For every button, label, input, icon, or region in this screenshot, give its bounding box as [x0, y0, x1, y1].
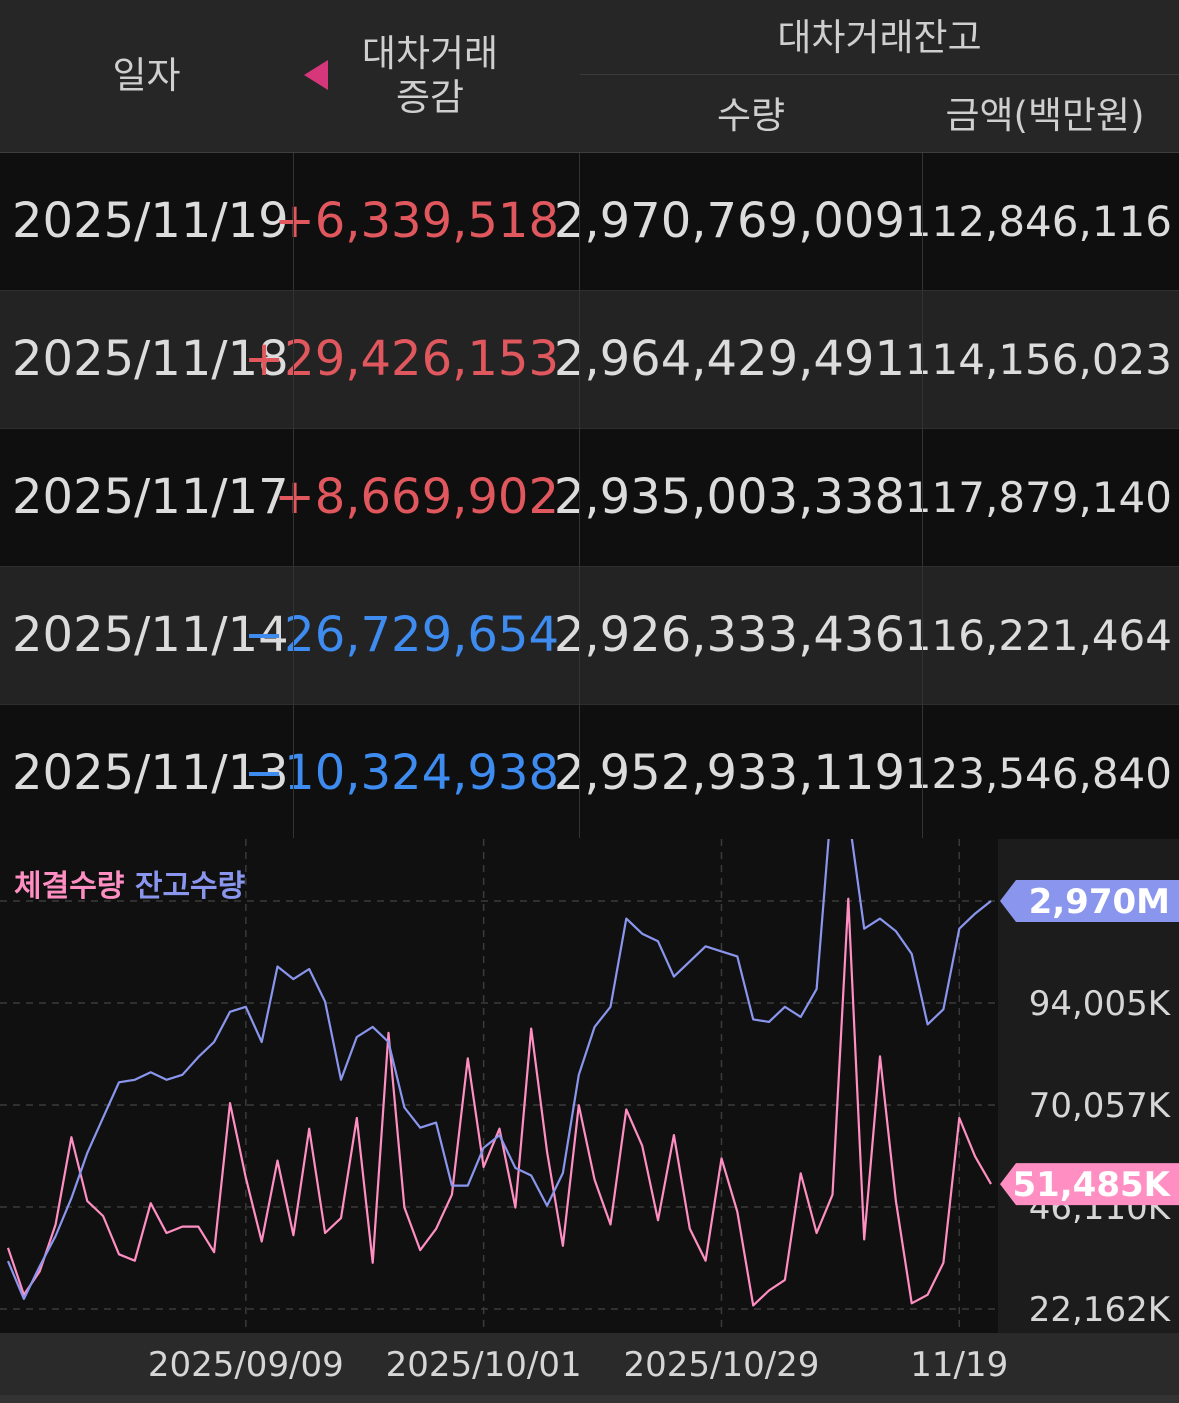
svg-text:2,970M: 2,970M — [1029, 882, 1170, 922]
y-tick-label: 22,162K — [1029, 1290, 1172, 1330]
header-date: 일자 — [112, 54, 181, 97]
cell-amount: 117,879,140 — [904, 473, 1172, 522]
trade-volume-line — [6, 897, 992, 1307]
cell-quantity: 2,964,429,491 — [553, 331, 905, 387]
cell-date: 2025/11/18 — [12, 331, 289, 387]
cell-amount: 116,221,464 — [904, 611, 1172, 660]
cell-quantity: 2,926,333,436 — [553, 607, 905, 663]
header-change[interactable]: 대차거래 증감 — [355, 32, 505, 120]
header-change-line1: 대차거래 — [361, 32, 499, 75]
bottom-divider — [0, 1395, 1179, 1403]
column-divider — [922, 153, 923, 838]
table-row[interactable]: 2025/11/13 −10,324,938 2,952,933,119 123… — [0, 705, 1179, 843]
x-axis-band — [0, 1333, 1179, 1403]
header-change-line2: 증감 — [395, 76, 465, 119]
column-divider — [293, 153, 294, 838]
cell-change: +6,339,518 — [274, 193, 559, 249]
header-balance-group: 대차거래잔고 — [777, 16, 982, 59]
table-row[interactable]: 2025/11/19 +6,339,518 2,970,769,009 112,… — [0, 153, 1179, 291]
sort-arrow-icon[interactable] — [304, 60, 328, 90]
table-row[interactable]: 2025/11/17 +8,669,902 2,935,003,338 117,… — [0, 429, 1179, 567]
cell-quantity: 2,935,003,338 — [553, 469, 905, 525]
x-tick-label: 2025/10/01 — [386, 1345, 582, 1385]
x-tick-label: 2025/09/09 — [148, 1345, 344, 1385]
line-chart[interactable]: 117,953K94,005K70,057K46,110K22,162K2025… — [0, 839, 1179, 1403]
cell-change: +8,669,902 — [274, 469, 559, 525]
cell-quantity: 2,970,769,009 — [553, 193, 905, 249]
data-table: 2025/11/19 +6,339,518 2,970,769,009 112,… — [0, 153, 1179, 843]
cell-change: −10,324,938 — [243, 745, 559, 801]
balance-last-value-badge: 2,970M — [1000, 880, 1179, 922]
trade-last-value-badge: 51,485K — [1000, 1163, 1179, 1206]
header-amount: 금액(백만원) — [945, 94, 1145, 137]
balance-volume-line — [6, 839, 992, 1300]
y-tick-label: 94,005K — [1029, 984, 1172, 1024]
table-header: 일자 대차거래 증감 대차거래잔고 수량 금액(백만원) — [0, 0, 1179, 153]
chart-svg: 117,953K94,005K70,057K46,110K22,162K2025… — [0, 839, 1179, 1403]
cell-change: −26,729,654 — [243, 607, 559, 663]
y-tick-label: 70,057K — [1029, 1086, 1172, 1126]
header-quantity: 수량 — [716, 94, 786, 137]
cell-date: 2025/11/14 — [12, 607, 289, 663]
cell-change: +29,426,153 — [243, 331, 559, 387]
cell-amount: 114,156,023 — [904, 335, 1172, 384]
cell-quantity: 2,952,933,119 — [553, 745, 905, 801]
x-tick-label: 2025/10/29 — [623, 1345, 819, 1385]
table-row[interactable]: 2025/11/18 +29,426,153 2,964,429,491 114… — [0, 291, 1179, 429]
header-divider — [580, 74, 1179, 75]
legend-trade-volume: 체결수량 — [14, 869, 125, 904]
cell-date: 2025/11/13 — [12, 745, 289, 801]
column-divider — [579, 153, 580, 838]
cell-amount: 112,846,116 — [904, 197, 1172, 246]
cell-amount: 123,546,840 — [904, 749, 1172, 798]
plot-area — [0, 839, 998, 1333]
cell-date: 2025/11/17 — [12, 469, 289, 525]
table-row[interactable]: 2025/11/14 −26,729,654 2,926,333,436 116… — [0, 567, 1179, 705]
chart-legend: 체결수량 잔고수량 — [14, 861, 245, 905]
x-tick-label: 11/19 — [910, 1345, 1008, 1385]
legend-balance-volume: 잔고수량 — [134, 869, 246, 904]
cell-date: 2025/11/19 — [12, 193, 289, 249]
svg-text:51,485K: 51,485K — [1012, 1165, 1171, 1205]
